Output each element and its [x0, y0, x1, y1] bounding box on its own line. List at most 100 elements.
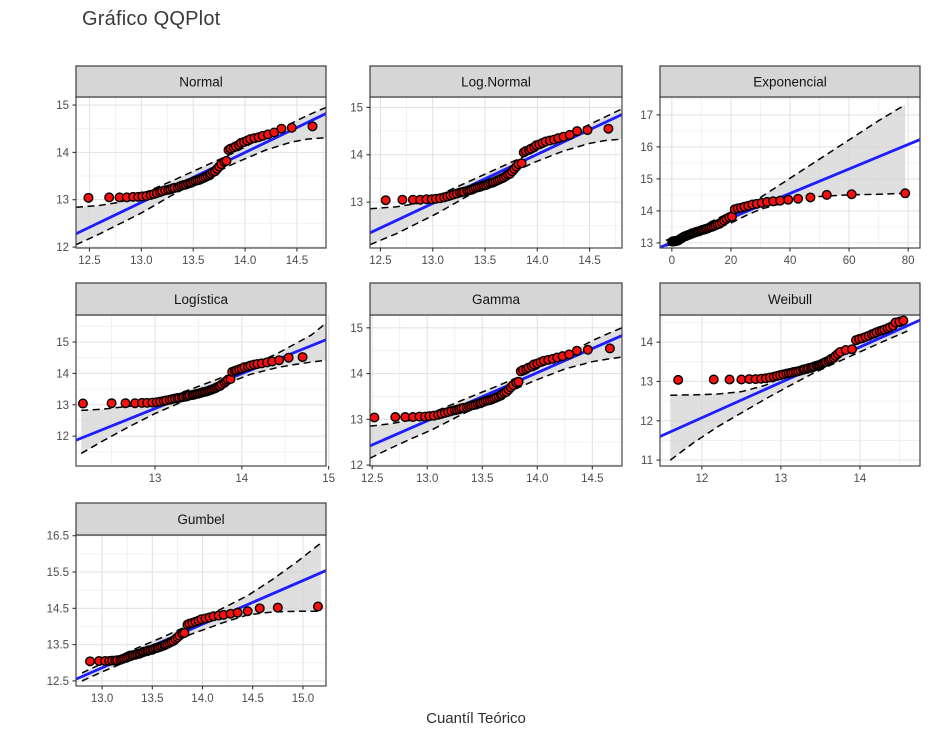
- data-point: [242, 606, 253, 617]
- facet-strip-label: Weibull: [768, 292, 812, 307]
- data-point: [179, 628, 190, 639]
- y-tick-label: 12: [640, 416, 653, 428]
- facet-strip-label: Gumbel: [177, 512, 224, 527]
- y-tick-label: 13: [56, 400, 69, 412]
- x-tick-label: 0: [669, 255, 675, 267]
- data-point: [582, 125, 593, 136]
- data-point: [83, 192, 94, 203]
- y-tick-label: 15: [350, 323, 363, 335]
- points-layer: [83, 121, 318, 203]
- data-point: [900, 188, 911, 199]
- data-point: [898, 315, 909, 326]
- data-point: [370, 412, 380, 423]
- facet-strip: [659, 65, 921, 98]
- x-tick-label: 13.5: [471, 473, 493, 485]
- data-point: [276, 123, 287, 134]
- y-tick-label: 13: [640, 376, 653, 388]
- facet-strip: [369, 282, 623, 316]
- data-point: [604, 343, 615, 354]
- y-tick-label: 15: [640, 174, 653, 186]
- data-point: [793, 193, 804, 204]
- x-tick-label: 14.0: [526, 473, 548, 485]
- y-tick-label: 14: [640, 337, 653, 349]
- facet-strip: [659, 282, 921, 316]
- y-tick-label: 13.5: [47, 640, 69, 652]
- x-tick-label: 12.5: [361, 473, 383, 485]
- x-tick-label: 14.0: [191, 693, 213, 705]
- x-tick-label: 13.5: [474, 255, 496, 267]
- page-title: Gráfico QQPlot: [82, 8, 221, 30]
- band-upper-dashed-line: [81, 322, 326, 412]
- y-tick-label: 15.5: [47, 567, 69, 579]
- facet-gumbel: 13.0 13.5 14.0 14.5 15.0 12.5 13.5 14.5 15.5 16.5…: [47, 502, 327, 705]
- y-tick-label: 16.5: [47, 531, 69, 543]
- x-tick-label: 12.5: [369, 255, 391, 267]
- data-point: [85, 656, 96, 667]
- points-layer: [85, 601, 323, 667]
- x-tick-label: 13: [149, 473, 162, 485]
- x-axis-title: Cuantíl Teórico: [426, 710, 526, 727]
- facet-gamma: 12.5 13.0 13.5 14.0 14.5 12 13 14 15 Gamma: [350, 282, 623, 485]
- data-point: [572, 126, 583, 137]
- facet-strip-label: Logística: [174, 292, 229, 307]
- data-point: [582, 344, 593, 355]
- axis-layer: 12 13 14 11 12 13 14: [640, 337, 867, 485]
- facet-exponencial: 0 20 40 60 80 13 14 15 16 17 Exponencial: [640, 65, 921, 267]
- x-tick-label: 40: [784, 255, 797, 267]
- data-point: [513, 376, 524, 387]
- data-point: [603, 123, 614, 134]
- axis-layer: 12.5 13.0 13.5 14.0 14.5 12 13 14 15: [56, 100, 308, 267]
- facet-strip: [75, 65, 327, 98]
- y-tick-label: 15: [350, 102, 363, 114]
- band-upper-dashed-line: [76, 106, 326, 209]
- x-tick-label: 14: [854, 473, 867, 485]
- x-tick-label: 15: [322, 473, 335, 485]
- data-point: [775, 195, 786, 206]
- axis-layer: 12.5 13.0 13.5 14.0 14.5 13 14 15: [350, 102, 601, 267]
- y-tick-label: 17: [640, 110, 653, 122]
- x-tick-label: 15.0: [292, 693, 314, 705]
- grid-layer: [76, 315, 330, 466]
- data-point: [380, 195, 391, 206]
- fit-line: [660, 318, 920, 438]
- x-tick-label: 14.0: [234, 255, 256, 267]
- data-point: [708, 374, 719, 385]
- points-layer: [77, 352, 308, 409]
- x-tick-label: 12.5: [78, 255, 100, 267]
- data-point: [847, 344, 858, 355]
- facet-log-stica: 13 14 15 12 13 14 15 Logística: [56, 282, 335, 485]
- data-point: [571, 345, 582, 356]
- y-tick-label: 14: [56, 147, 69, 159]
- y-tick-label: 14.5: [47, 603, 69, 615]
- x-tick-label: 80: [902, 255, 915, 267]
- confidence-band: [82, 542, 321, 681]
- x-tick-label: 14.5: [286, 255, 308, 267]
- data-point: [390, 412, 401, 423]
- y-tick-label: 12: [56, 242, 69, 254]
- x-tick-label: 14.5: [242, 693, 264, 705]
- data-point: [724, 374, 735, 385]
- data-point: [821, 189, 832, 200]
- data-point: [232, 607, 243, 618]
- y-tick-label: 12: [350, 460, 363, 472]
- x-tick-label: 14.5: [581, 473, 603, 485]
- data-point: [397, 194, 408, 205]
- x-tick-label: 12: [695, 473, 708, 485]
- y-tick-label: 13: [350, 197, 363, 209]
- facet-normal: 12.5 13.0 13.5 14.0 14.5 12 13 14 15 Normal: [56, 65, 327, 267]
- band-lower-dashed-line: [669, 330, 908, 461]
- axis-layer: 13.0 13.5 14.0 14.5 15.0 12.5 13.5 14.5 15.5 16.5: [47, 531, 314, 705]
- points-layer: [370, 343, 615, 423]
- y-tick-label: 11: [641, 455, 653, 467]
- facet-log-normal: 12.5 13.0 13.5 14.0 14.5 13 14 15 Log.Normal: [350, 65, 623, 267]
- y-tick-label: 15: [56, 337, 69, 349]
- facet-weibull: 12 13 14 11 12 13 14 Weibull: [640, 282, 921, 485]
- axis-layer: 0 20 40 60 80 13 14 15 16 17: [640, 110, 914, 267]
- data-point: [846, 189, 857, 200]
- x-tick-label: 14.0: [526, 255, 548, 267]
- x-tick-label: 20: [725, 255, 738, 267]
- points-layer: [380, 123, 614, 206]
- facet-strip: [75, 502, 327, 536]
